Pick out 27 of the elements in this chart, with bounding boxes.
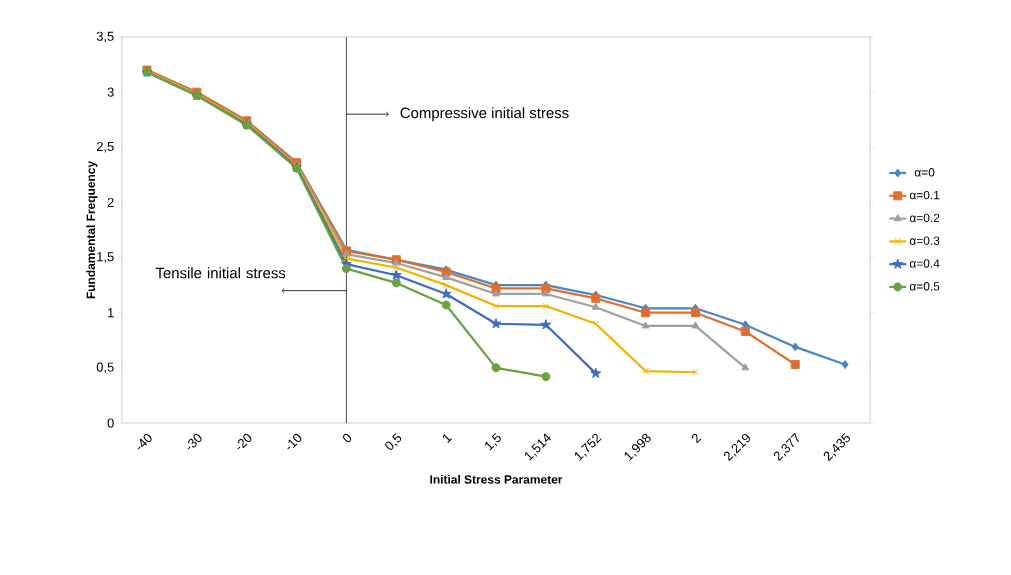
y-tick-label: 0 [107,418,114,428]
x-tick-label: 2 [691,433,702,444]
legend-label: α=0.5 [909,282,940,291]
y-tick-label: 3,5 [96,31,114,43]
x-tick-label: -40 [137,433,152,450]
y-tick-label: 1 [108,308,114,318]
x-tick-label: -10 [287,433,302,450]
y-tick-label: 3 [107,87,114,97]
annotation: Compressive initial stress [400,107,569,122]
legend-label: α=0.4 [909,259,940,268]
y-tick-label: 2 [107,197,114,207]
y-axis-title: Fundamental Frequency [86,160,98,299]
legend-label: α=0.3 [909,236,940,245]
x-tick-label: 0,5 [385,433,402,450]
x-tick-label: -30 [187,433,202,450]
annotation: Tensile initial stress [155,267,286,279]
y-tick-label: 2,5 [96,141,114,153]
legend-label: α=0.1 [909,190,940,200]
x-tick-label: 1,5 [485,432,501,451]
legend-label: α=0 [914,168,935,177]
y-tick-label: 0,5 [96,362,114,374]
x-axis-title: Initial Stress Parameter [430,474,563,484]
y-tick-label: 1,5 [97,252,114,263]
x-tick-label: -20 [237,433,252,450]
x-tick-label: 0 [342,433,352,443]
x-tick-label: 1 [442,434,453,443]
legend-label: α=0.2 [909,213,940,223]
